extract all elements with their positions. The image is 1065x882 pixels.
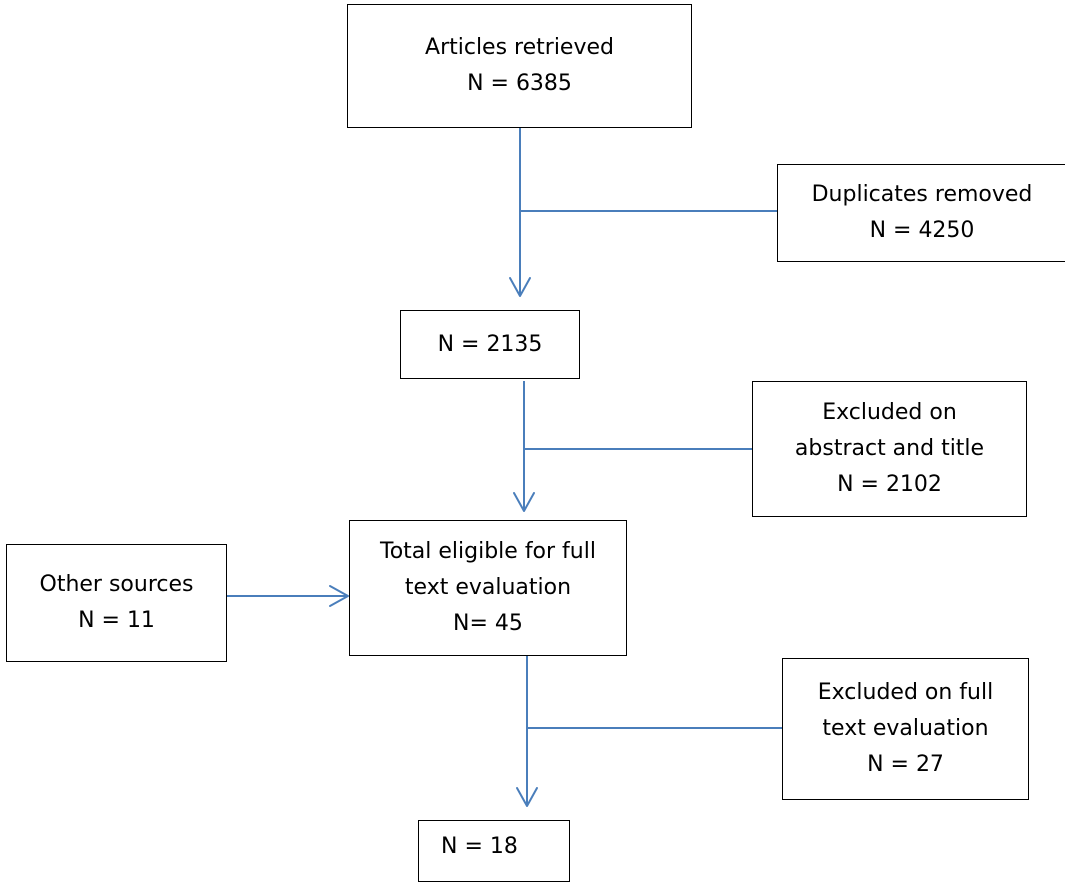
box-excluded-full-text: Excluded on full text evaluation N = 27 bbox=[782, 658, 1029, 800]
box-count: N = 2102 bbox=[837, 472, 942, 497]
arrowhead-18 bbox=[516, 787, 538, 807]
box-count: N = 6385 bbox=[467, 71, 572, 96]
box-count: N = 11 bbox=[78, 608, 155, 633]
box-included: N = 18 bbox=[418, 820, 570, 882]
box-label: Other sources bbox=[39, 572, 194, 597]
box-duplicates-removed: Duplicates removed N = 4250 bbox=[777, 164, 1065, 262]
box-label: Excluded on full bbox=[817, 680, 994, 705]
box-full-text-eligible: Total eligible for full text evaluation … bbox=[349, 520, 627, 656]
box-label: Total eligible for full bbox=[380, 539, 596, 564]
box-after-duplicates: N = 2135 bbox=[400, 310, 580, 379]
box-count: N= 45 bbox=[453, 611, 523, 636]
box-count: N = 27 bbox=[867, 752, 944, 777]
box-label: text evaluation bbox=[822, 716, 989, 741]
box-label: Excluded on bbox=[822, 400, 957, 425]
arrowhead-eligible bbox=[513, 492, 535, 512]
box-count: N = 18 bbox=[441, 834, 518, 859]
arrowhead-other-sources bbox=[329, 585, 349, 607]
box-count: N = 4250 bbox=[869, 218, 975, 243]
box-label: text evaluation bbox=[404, 575, 572, 600]
box-label: abstract and title bbox=[794, 436, 985, 461]
box-label: Duplicates removed bbox=[811, 182, 1033, 207]
box-excluded-abstract: Excluded on abstract and title N = 2102 bbox=[752, 381, 1027, 517]
box-label: Articles retrieved bbox=[425, 35, 614, 60]
arrowhead-2135 bbox=[509, 277, 531, 297]
box-articles-retrieved: Articles retrieved N = 6385 bbox=[347, 4, 692, 128]
box-count: N = 2135 bbox=[437, 331, 543, 357]
box-other-sources: Other sources N = 11 bbox=[6, 544, 227, 662]
